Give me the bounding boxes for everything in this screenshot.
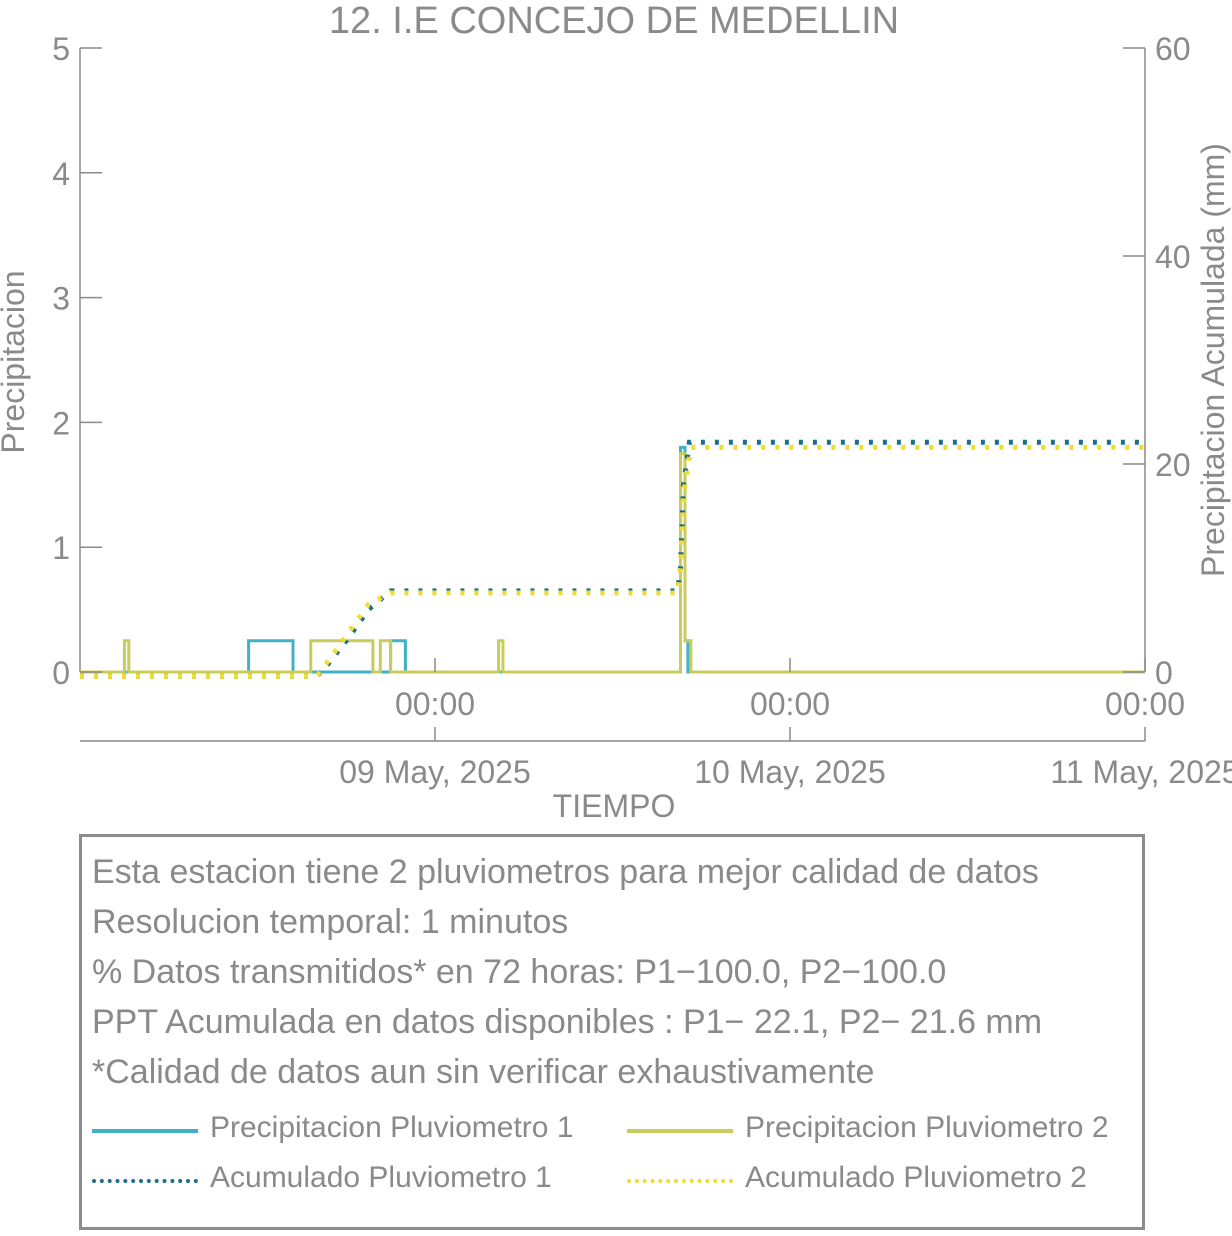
info-panel: Esta estacion tiene 2 pluviometros para …: [79, 834, 1145, 1230]
x-tick-label-time: 00:00: [750, 686, 830, 722]
y-tick-label-right: 40: [1155, 239, 1191, 275]
x-axis-label: TIEMPO: [553, 788, 676, 824]
info-line-transmitted: % Datos transmitidos* en 72 horas: P1−10…: [92, 953, 947, 991]
x-tick-label-time: 00:00: [395, 686, 475, 722]
y-axis-label-left: Precipitacion: [0, 270, 31, 453]
y-tick-label-left: 5: [52, 31, 70, 67]
x-tick-label-date: 11 May, 2025: [1050, 754, 1232, 790]
legend-label-acum2: Acumulado Pluviometro 2: [745, 1161, 1087, 1194]
legend-item-pluv1: Precipitacion Pluviometro 1: [92, 1111, 592, 1151]
y-tick-label-left: 0: [52, 655, 70, 691]
legend-label-pluv2: Precipitacion Pluviometro 2: [745, 1111, 1109, 1144]
legend-label-pluv1: Precipitacion Pluviometro 1: [210, 1111, 574, 1144]
legend-item-acum1: Acumulado Pluviometro 1: [92, 1161, 592, 1201]
info-line-stations: Esta estacion tiene 2 pluviometros para …: [92, 853, 1039, 891]
info-line-accumulated: PPT Acumulada en datos disponibles : P1−…: [92, 1003, 1043, 1041]
series-precipitacion-pluviometro-1: [80, 445, 1145, 674]
legend-swatch-pluv2: [627, 1129, 733, 1133]
x-tick-label-date: 10 May, 2025: [694, 754, 886, 790]
x-tick-label-date: 09 May, 2025: [339, 754, 531, 790]
y-tick-label-left: 1: [52, 530, 70, 566]
chart-axes: [79, 48, 1146, 742]
y-axis-label-right: Precipitacion Acumulada (mm): [1195, 143, 1231, 577]
legend-swatch-pluv1: [92, 1129, 198, 1133]
info-line-resolution: Resolucion temporal: 1 minutos: [92, 903, 569, 941]
x-tick-label-time: 00:00: [1105, 686, 1185, 722]
legend-item-pluv2: Precipitacion Pluviometro 2: [627, 1111, 1137, 1151]
legend-label-acum1: Acumulado Pluviometro 1: [210, 1161, 552, 1194]
y-tick-label-right: 0: [1155, 655, 1173, 691]
chart-ticks: 0 1 2 3 4 5 0 20 40 60 00:00 09 May, 2025 00:00 10 Ma…: [52, 31, 1232, 790]
y-tick-label-right: 20: [1155, 447, 1191, 483]
y-tick-label-right: 60: [1155, 31, 1191, 67]
y-tick-label-left: 2: [52, 405, 70, 441]
chart-series: [80, 439, 1145, 679]
legend-item-acum2: Acumulado Pluviometro 2: [627, 1161, 1137, 1201]
y-tick-label-left: 4: [52, 156, 70, 192]
series-acumulado-pluviometro-1: [80, 439, 1145, 679]
legend-swatch-acum1: [92, 1179, 198, 1183]
y-tick-label-left: 3: [52, 281, 70, 317]
chart: 12. I.E CONCEJO DE MEDELLIN 0 1 2 3 4 5 0 20 40 6…: [0, 0, 1232, 824]
info-line-quality: *Calidad de datos aun sin verificar exha…: [92, 1053, 875, 1091]
chart-title: 12. I.E CONCEJO DE MEDELLIN: [329, 0, 899, 42]
series-precipitacion-pluviometro-2: [80, 452, 1145, 674]
legend-swatch-acum2: [627, 1179, 733, 1183]
series-acumulado-pluviometro-2: [80, 444, 1145, 679]
